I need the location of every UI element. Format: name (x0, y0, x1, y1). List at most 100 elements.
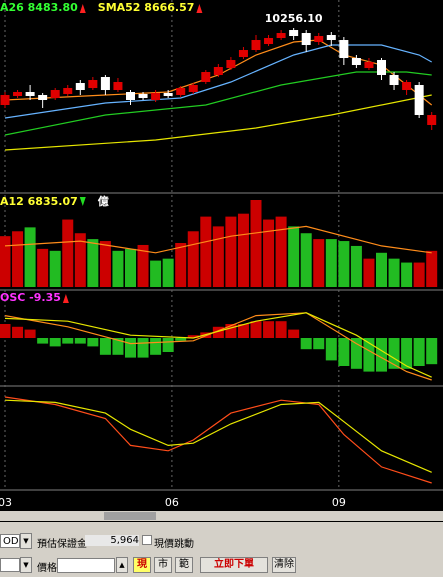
market-button[interactable]: 市 (154, 557, 172, 573)
range-button[interactable]: 範 (175, 557, 193, 573)
osc-bar (225, 324, 237, 338)
volume-bar (250, 200, 262, 287)
osc-bar (250, 321, 262, 338)
osc-bar (388, 338, 400, 369)
candle-body (339, 40, 349, 59)
volume-bar (12, 231, 24, 287)
volume-bar (37, 248, 49, 287)
candle-body (414, 85, 424, 116)
osc-bar (99, 338, 111, 355)
volume-bar (426, 250, 438, 287)
volume-bar (187, 231, 199, 287)
margin-value: 5,964 (85, 535, 139, 546)
candle-body (364, 62, 374, 69)
price-input[interactable] (57, 558, 115, 573)
osc-bar (363, 338, 375, 372)
candle-body (176, 88, 186, 96)
candle-body (126, 92, 135, 101)
indicator-line (4, 94, 432, 151)
candle-body (377, 60, 386, 76)
order-type[interactable]: OD (0, 534, 20, 548)
account-select[interactable] (0, 558, 20, 572)
candle-body (213, 67, 223, 76)
candle-body (251, 40, 261, 51)
legend-text: 億 (98, 194, 109, 208)
volume-bar (388, 258, 400, 287)
indicator-line (4, 399, 432, 473)
tick-label: 現價跳動 (154, 539, 194, 550)
indicator-line (4, 312, 432, 381)
osc-bar (325, 338, 337, 361)
volume-bar (150, 260, 162, 287)
up-arrow (79, 4, 86, 13)
now-button[interactable]: 現 (133, 557, 151, 573)
candle-body (151, 93, 161, 101)
candle-body (0, 95, 10, 106)
volume-bar (263, 219, 275, 287)
candle-body (88, 80, 98, 89)
osc-bar (401, 338, 413, 369)
high-annotation: 10256.10 (265, 12, 323, 25)
osc-bar (49, 338, 61, 347)
dropdown-button[interactable]: ▼ (20, 557, 32, 573)
osc-bar (212, 326, 224, 338)
candle-body (427, 115, 437, 126)
checkbox[interactable] (142, 535, 152, 545)
dropdown-button[interactable]: ▼ (20, 533, 32, 549)
volume-bar (350, 245, 362, 287)
osc-bar (313, 338, 325, 350)
candle-body (402, 82, 412, 91)
up-arrow (62, 294, 69, 303)
indicator-line (4, 312, 432, 378)
osc-bar (137, 338, 149, 358)
candle-body (25, 92, 35, 97)
volume-bar (137, 244, 149, 287)
scrollbar[interactable] (0, 511, 443, 521)
osc-bar (338, 338, 350, 366)
candle-body (301, 33, 311, 46)
volume-bar (300, 233, 312, 287)
candle-body (38, 95, 48, 101)
osc-bar (62, 338, 74, 344)
volume-bar (99, 241, 111, 287)
osc-bar (175, 338, 187, 341)
volume-bar (413, 262, 425, 287)
spinner[interactable]: ▲ (116, 557, 128, 573)
volume-bar (112, 250, 124, 287)
indicator-line (4, 71, 432, 136)
volume-bar (313, 239, 325, 287)
candle-body (163, 93, 173, 97)
candle-body (13, 92, 23, 97)
candle-body (276, 33, 286, 39)
osc-bar (125, 338, 136, 358)
indicator-line (4, 225, 432, 254)
osc-bar (112, 338, 124, 355)
candle-body (389, 75, 399, 86)
candle-body (351, 58, 361, 66)
submit-button[interactable]: 立即下單 (200, 557, 268, 573)
osc-bar (12, 326, 24, 338)
osc-bar (37, 338, 49, 344)
volume-bar (275, 216, 287, 287)
volume-bar (338, 241, 350, 287)
osc-bar (288, 329, 300, 338)
candle-body (75, 83, 85, 91)
candle-body (226, 60, 236, 69)
price-label: 價格 (37, 563, 57, 574)
volume-bar (376, 252, 387, 287)
down-arrow (79, 197, 86, 206)
candle-body (201, 72, 211, 83)
osc-bar (150, 338, 162, 355)
legend-text: SMA52 8666.57 (98, 1, 195, 14)
osc-bar (275, 321, 287, 338)
scrollbar-thumb[interactable] (104, 512, 156, 520)
legend-text: OSC -9.35 (0, 291, 61, 304)
candle-body (264, 38, 274, 45)
clear-button[interactable]: 清除 (272, 557, 296, 573)
volume-bar (288, 226, 300, 287)
osc-bar (0, 324, 11, 338)
volume-bar (363, 258, 375, 287)
volume-bar (200, 216, 212, 287)
candle-body (100, 77, 110, 91)
